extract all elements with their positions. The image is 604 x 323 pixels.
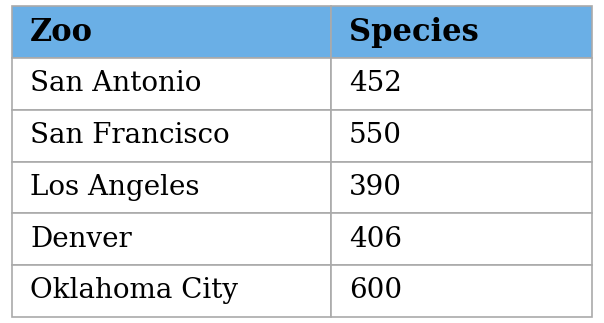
Text: San Antonio: San Antonio: [30, 70, 202, 98]
Text: Zoo: Zoo: [30, 17, 93, 48]
FancyBboxPatch shape: [12, 110, 331, 162]
FancyBboxPatch shape: [12, 265, 331, 317]
FancyBboxPatch shape: [331, 265, 592, 317]
Text: Denver: Denver: [30, 225, 132, 253]
Text: 600: 600: [349, 277, 402, 304]
Text: Oklahoma City: Oklahoma City: [30, 277, 238, 304]
Text: 390: 390: [349, 174, 402, 201]
FancyBboxPatch shape: [12, 213, 331, 265]
Text: San Francisco: San Francisco: [30, 122, 230, 149]
FancyBboxPatch shape: [331, 58, 592, 110]
Text: 406: 406: [349, 225, 402, 253]
Text: Species: Species: [349, 17, 479, 48]
Text: 452: 452: [349, 70, 402, 98]
FancyBboxPatch shape: [12, 162, 331, 213]
FancyBboxPatch shape: [331, 110, 592, 162]
FancyBboxPatch shape: [12, 6, 331, 58]
FancyBboxPatch shape: [331, 162, 592, 213]
FancyBboxPatch shape: [331, 6, 592, 58]
FancyBboxPatch shape: [12, 58, 331, 110]
FancyBboxPatch shape: [331, 213, 592, 265]
Text: Los Angeles: Los Angeles: [30, 174, 200, 201]
Text: 550: 550: [349, 122, 402, 149]
